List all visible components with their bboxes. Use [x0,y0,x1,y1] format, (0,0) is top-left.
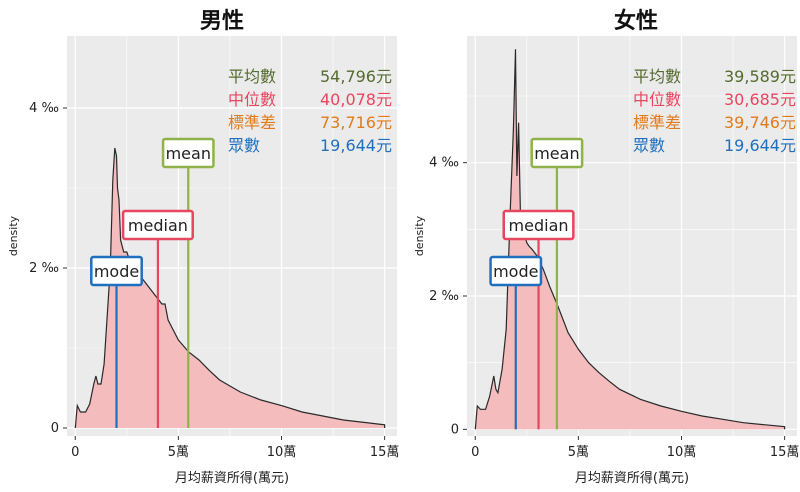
panel-title: 女性 [614,8,658,34]
stat-label: 眾數 [633,136,665,155]
x-axis-label: 月均薪資所得(萬元) [575,470,689,486]
stat-value: 54,796元 [320,67,392,86]
panel-title: 男性 [200,9,244,34]
stat-value: 73,716元 [320,113,392,132]
x-tick-label: 10萬 [667,445,697,460]
mean-label-box [530,137,584,169]
stat-label: 中位數 [228,90,276,109]
mode-label: mode [493,262,538,281]
panel-male: mean median mode 0 5萬 10萬 15萬 0 2 ‰ 4 ‰ 男性月均薪資所得(萬… [7,9,399,486]
density-area [75,148,385,428]
stat-value: 19,644元 [320,136,392,155]
y-tick-label: 4 ‰ [29,101,59,116]
median-label: median [509,216,569,235]
y-tick-label: 4 ‰ [429,156,459,171]
y-tick-label: 2 ‰ [29,261,59,276]
stat-value: 19,644元 [724,136,796,155]
stat-label: 標準差 [228,113,276,132]
x-tick-label: 15萬 [370,445,400,460]
y-axis-label: density [7,215,20,256]
stat-label: 標準差 [633,113,681,132]
stat-value: 30,685元 [724,90,796,109]
x-tick-label: 0 [471,445,479,460]
mode-label-box [489,255,543,287]
x-tick-label: 5萬 [568,445,589,460]
x-tick-label: 10萬 [267,445,297,460]
density-line [474,49,786,430]
median-label-box [121,209,194,241]
y-tick-label: 0 [51,421,59,436]
stat-value: 39,746元 [724,113,796,132]
median-label: median [128,216,188,235]
mode-label: mode [94,262,139,281]
stat-label: 眾數 [228,136,260,155]
mode-label-box [90,255,143,287]
stat-value: 39,589元 [724,67,796,86]
mean-label: mean [534,144,579,163]
mean-label: mean [166,144,211,163]
x-axis-label: 月均薪資所得(萬元) [175,470,289,486]
x-tick-label: 0 [71,445,79,460]
y-tick-label: 0 [451,422,459,437]
x-tick-label: 5萬 [168,445,189,460]
panel-female: mean median mode 0 5萬 10萬 15萬 0 2 ‰ 4 ‰ 女性月均薪資所得(萬… [413,8,799,486]
stat-label: 平均數 [228,67,276,86]
stat-value: 40,078元 [320,90,392,109]
mean-label-box [161,137,215,169]
stat-label: 平均數 [633,67,681,86]
y-axis-label: density [413,215,426,256]
x-tick-label: 15萬 [770,445,800,460]
stat-label: 中位數 [633,90,681,109]
density-area [475,49,785,430]
median-label-box [502,209,575,241]
y-tick-label: 2 ‰ [429,289,459,304]
